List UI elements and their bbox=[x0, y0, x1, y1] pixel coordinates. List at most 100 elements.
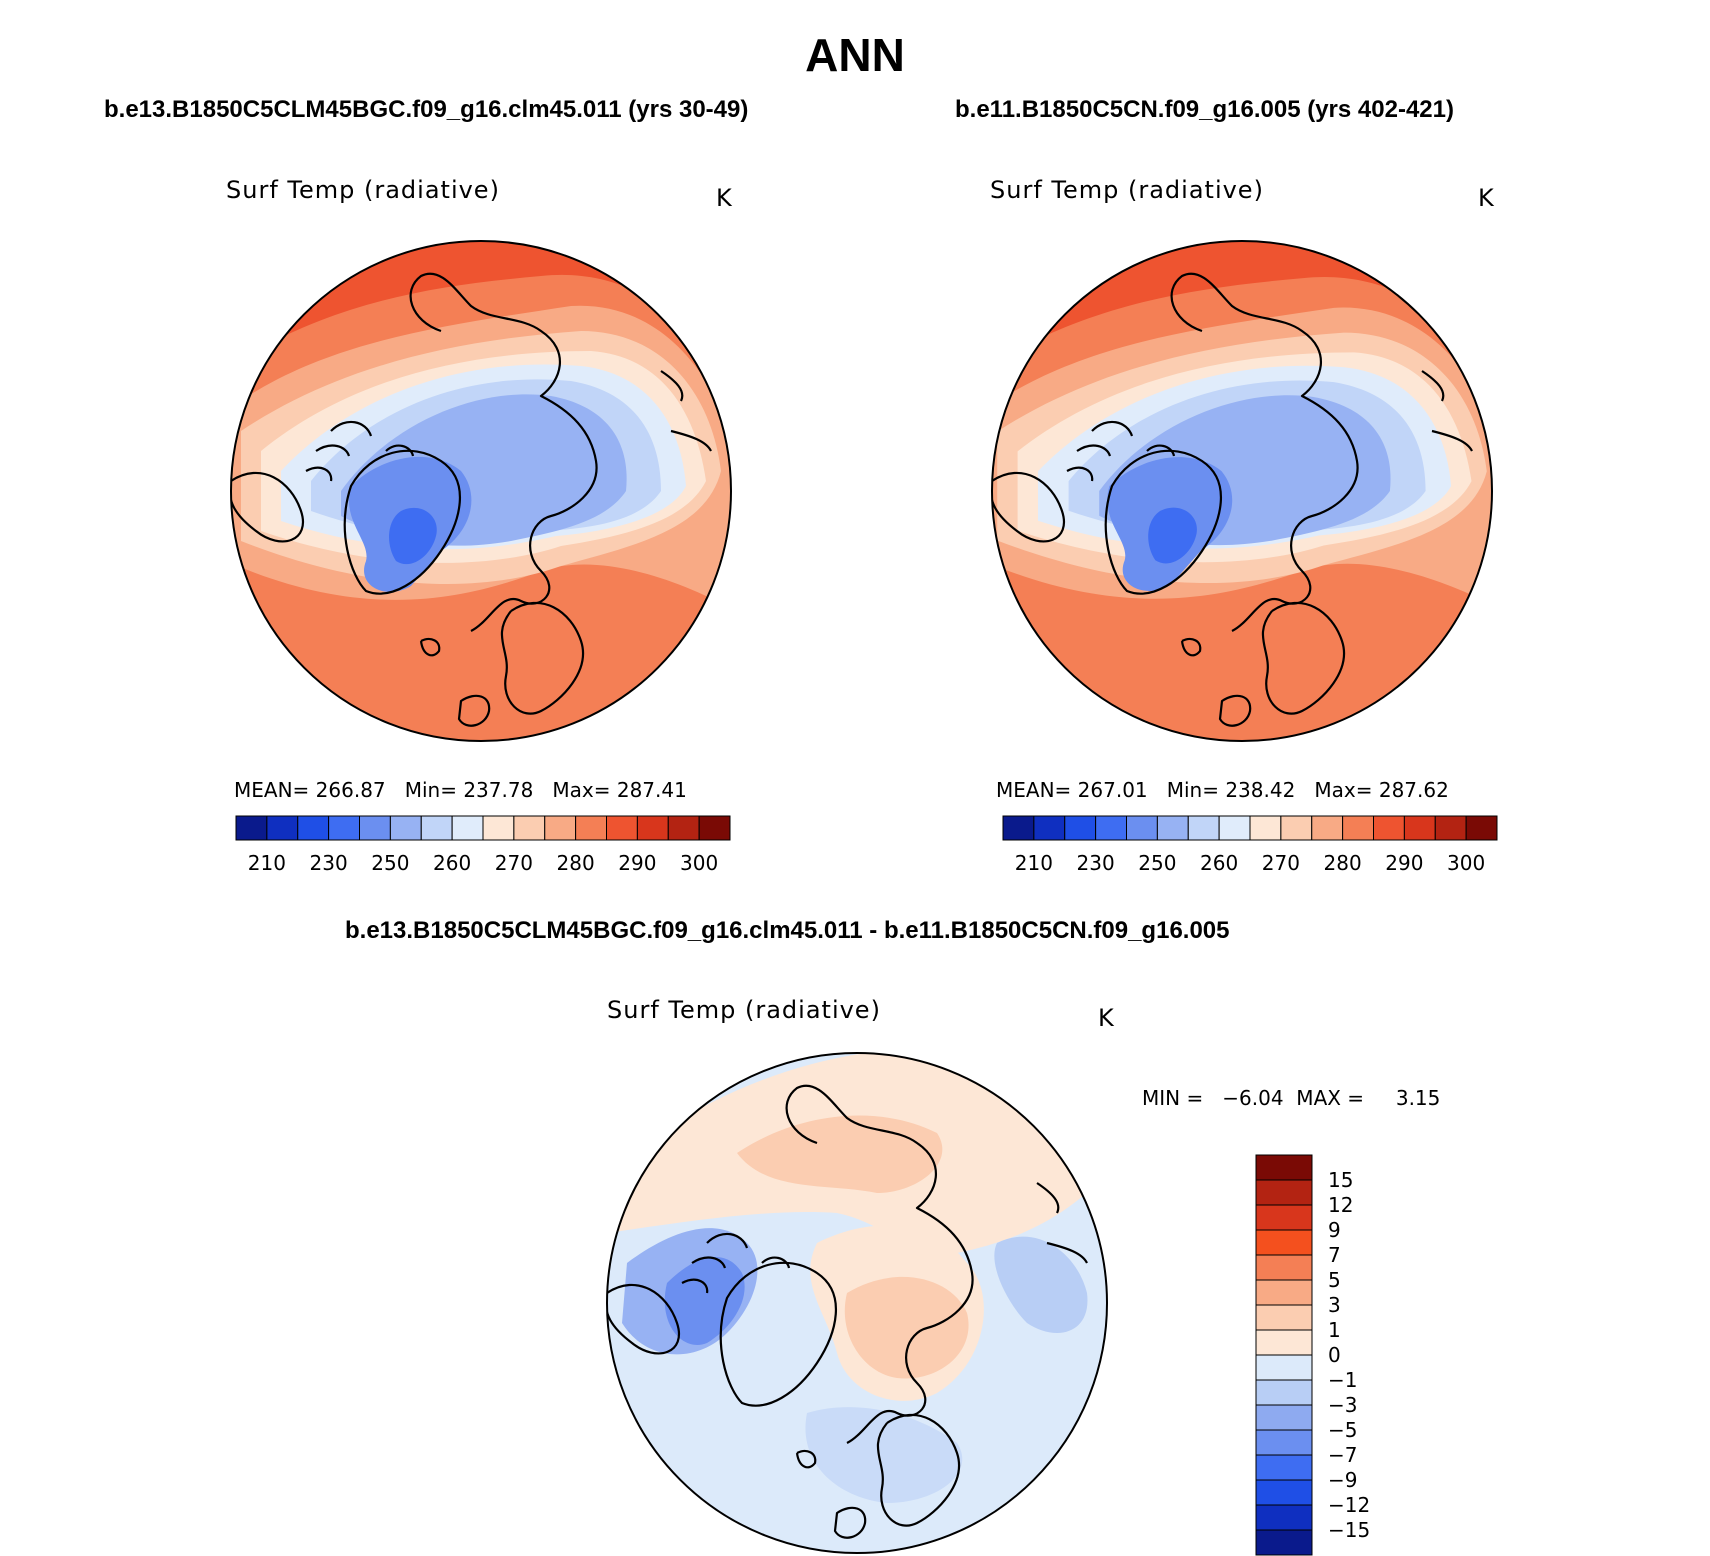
left-colorbar-box bbox=[297, 815, 330, 841]
right-colorbar-box bbox=[1311, 815, 1344, 841]
left-colorbar-box bbox=[451, 815, 484, 841]
figure-title: ANN bbox=[805, 29, 905, 81]
right-mean-label: MEAN= bbox=[996, 778, 1072, 802]
difference-stats: MIN = −6.04 MAX = 3.15 bbox=[1142, 1086, 1441, 1110]
difference-map-border bbox=[606, 1052, 1108, 1554]
right-max-value: 287.62 bbox=[1378, 778, 1449, 802]
difference-variable-label: Surf Temp (radiative) bbox=[607, 996, 881, 1024]
left-colorbar-box bbox=[389, 815, 422, 841]
difference-colorbar-box bbox=[1255, 1279, 1313, 1306]
right-colorbar-label: 280 bbox=[1324, 851, 1362, 875]
difference-colorbar-box bbox=[1255, 1179, 1313, 1206]
left-case-title: b.e13.B1850C5CLM45BGC.f09_g16.clm45.011 … bbox=[104, 96, 749, 123]
difference-colorbar-box bbox=[1255, 1329, 1313, 1356]
difference-colorbar-box bbox=[1255, 1229, 1313, 1256]
difference-colorbar-box bbox=[1255, 1204, 1313, 1231]
right-colorbar-box bbox=[1434, 815, 1467, 841]
right-stats: MEAN= 267.01 Min= 238.42 Max= 287.62 bbox=[996, 778, 1449, 802]
difference-colorbar-box bbox=[1255, 1254, 1313, 1281]
right-case-title: b.e11.B1850C5CN.f09_g16.005 (yrs 402-421… bbox=[955, 96, 1454, 123]
left-colorbar: 210 230 250 260 270 280 290 300 bbox=[235, 815, 731, 875]
difference-colorbar-label: 12 bbox=[1328, 1193, 1353, 1217]
difference-colorbar-label: −3 bbox=[1328, 1393, 1357, 1417]
right-colorbar-label: 270 bbox=[1262, 851, 1300, 875]
right-colorbar-box bbox=[1465, 815, 1498, 841]
left-units-label: K bbox=[716, 184, 733, 212]
difference-colorbar-label: 15 bbox=[1328, 1168, 1353, 1192]
right-colorbar-box bbox=[1373, 815, 1405, 841]
left-min-label: Min= bbox=[404, 778, 457, 802]
left-colorbar-box bbox=[636, 815, 669, 841]
left-mean-value: 266.87 bbox=[315, 778, 386, 802]
difference-colorbar-label: 1 bbox=[1328, 1318, 1341, 1342]
difference-colorbar-box bbox=[1255, 1529, 1313, 1556]
right-colorbar-box bbox=[1187, 815, 1220, 841]
left-colorbar-label: 290 bbox=[618, 851, 656, 875]
left-colorbar-label: 300 bbox=[680, 851, 718, 875]
right-colorbar-box bbox=[1064, 815, 1097, 841]
difference-colorbar-box bbox=[1255, 1454, 1313, 1481]
difference-colorbar-box bbox=[1255, 1404, 1313, 1431]
right-colorbar-box bbox=[1403, 815, 1436, 841]
difference-colorbar-label: 3 bbox=[1328, 1293, 1341, 1317]
difference-polar-map bbox=[606, 1052, 1108, 1554]
right-colorbar-box bbox=[1249, 815, 1282, 841]
left-min-value: 237.78 bbox=[463, 778, 534, 802]
left-colorbar-box bbox=[667, 815, 700, 841]
difference-colorbar-box bbox=[1255, 1429, 1313, 1456]
right-min-label: Min= bbox=[1166, 778, 1219, 802]
left-colorbar-label: 260 bbox=[433, 851, 471, 875]
right-mean-value: 267.01 bbox=[1077, 778, 1148, 802]
right-colorbar-box bbox=[1095, 815, 1127, 841]
left-colorbar-box bbox=[575, 815, 607, 841]
right-max-label: Max= bbox=[1314, 778, 1373, 802]
left-variable-label: Surf Temp (radiative) bbox=[226, 176, 500, 204]
left-colorbar-box bbox=[328, 815, 360, 841]
right-variable-label: Surf Temp (radiative) bbox=[990, 176, 1264, 204]
left-mean-label: MEAN= bbox=[234, 778, 310, 802]
left-colorbar-box bbox=[359, 815, 391, 841]
difference-colorbar-box bbox=[1255, 1379, 1313, 1406]
left-colorbar-box bbox=[420, 815, 453, 841]
difference-colorbar-label: −7 bbox=[1328, 1443, 1357, 1467]
right-min-value: 238.42 bbox=[1225, 778, 1296, 802]
right-colorbar-label: 250 bbox=[1138, 851, 1176, 875]
right-map-border bbox=[991, 240, 1493, 742]
left-map-border bbox=[230, 240, 732, 742]
difference-colorbar-label: −15 bbox=[1328, 1518, 1370, 1542]
right-colorbar-label: 230 bbox=[1077, 851, 1115, 875]
right-colorbar-box bbox=[1033, 815, 1066, 841]
difference-colorbar-label: −5 bbox=[1328, 1418, 1357, 1442]
left-colorbar-label: 250 bbox=[371, 851, 409, 875]
left-colorbar-label: 210 bbox=[248, 851, 286, 875]
left-colorbar-box bbox=[544, 815, 577, 841]
left-colorbar-label: 280 bbox=[557, 851, 595, 875]
left-colorbar-label: 230 bbox=[310, 851, 348, 875]
left-polar-map bbox=[230, 240, 732, 742]
right-colorbar-label: 290 bbox=[1385, 851, 1423, 875]
left-colorbar-box bbox=[482, 815, 515, 841]
difference-colorbar-box bbox=[1255, 1354, 1313, 1381]
right-units-label: K bbox=[1478, 184, 1495, 212]
difference-colorbar-box bbox=[1255, 1479, 1313, 1506]
right-polar-map bbox=[991, 240, 1493, 742]
left-colorbar-box bbox=[513, 815, 546, 841]
difference-colorbar-label: −9 bbox=[1328, 1468, 1357, 1492]
left-stats: MEAN= 266.87 Min= 237.78 Max= 287.41 bbox=[234, 778, 687, 802]
left-max-value: 287.41 bbox=[616, 778, 687, 802]
difference-colorbar-box bbox=[1255, 1304, 1313, 1331]
difference-colorbar-box bbox=[1255, 1504, 1313, 1531]
right-colorbar: 210 230 250 260 270 280 290 300 bbox=[1002, 815, 1498, 875]
difference-colorbar-label: −1 bbox=[1328, 1368, 1357, 1392]
right-colorbar-box bbox=[1280, 815, 1313, 841]
left-colorbar-label: 270 bbox=[495, 851, 533, 875]
left-max-label: Max= bbox=[552, 778, 611, 802]
difference-colorbar-label: 7 bbox=[1328, 1243, 1341, 1267]
right-colorbar-box bbox=[1218, 815, 1251, 841]
left-colorbar-box bbox=[698, 815, 731, 841]
right-colorbar-box bbox=[1156, 815, 1189, 841]
left-colorbar-box bbox=[606, 815, 638, 841]
right-colorbar-label: 260 bbox=[1200, 851, 1238, 875]
